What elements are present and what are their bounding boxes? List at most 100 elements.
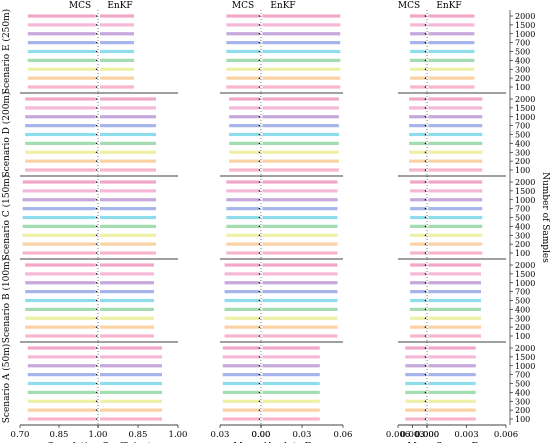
mcs-range-bar (222, 364, 260, 368)
center-marker (95, 115, 98, 118)
mcs-range-bar (410, 281, 427, 285)
mcs-range-bar (409, 97, 427, 101)
enkf-range-bar (262, 23, 341, 27)
mcs-range-bar (410, 224, 427, 228)
center-marker (258, 198, 261, 201)
enkf-range-bar (100, 233, 156, 237)
sample-tick-label: 200 (515, 157, 530, 166)
center-marker (424, 198, 427, 201)
enkf-range-bar (100, 207, 156, 211)
sample-tick-label: 500 (515, 131, 530, 140)
x-tick-label: 0.000 (415, 430, 439, 440)
enkf-range-bar (100, 14, 134, 18)
center-marker (258, 86, 261, 88)
sample-tick-label: 200 (515, 74, 530, 83)
sample-tick-label: 200 (515, 406, 530, 415)
enkf-range-bar (100, 364, 162, 368)
enkf-range-bar (100, 390, 162, 394)
enkf-range-bar (262, 97, 339, 101)
center-marker (95, 225, 98, 228)
sample-tick-label: 200 (515, 323, 530, 332)
mcs-range-bar (25, 106, 96, 110)
mcs-range-bar (27, 355, 96, 359)
center-marker (424, 335, 427, 337)
center-marker (258, 32, 261, 35)
mcs-range-bar (229, 115, 260, 119)
enkf-range-bar (100, 290, 154, 294)
center-marker (95, 107, 98, 109)
enkf-range-bar (262, 124, 339, 128)
center-marker (95, 264, 98, 266)
center-marker (95, 326, 98, 328)
enkf-range-bar (428, 180, 483, 184)
center-marker (258, 335, 261, 337)
center-marker (95, 382, 98, 385)
center-marker (258, 234, 261, 237)
enkf-range-bar (262, 272, 338, 276)
sample-tick-label: 2000 (515, 95, 535, 104)
mcs-range-bar (410, 23, 427, 27)
mcs-range-bar (410, 325, 427, 329)
column-header-mcs: MCS (232, 1, 254, 11)
center-marker (258, 281, 261, 284)
enkf-range-bar (262, 67, 341, 71)
enkf-range-bar (100, 251, 156, 255)
center-marker (95, 317, 98, 320)
mcs-range-bar (224, 281, 260, 285)
sample-tick-label: 400 (515, 222, 530, 231)
enkf-range-bar (262, 224, 338, 228)
mcs-range-bar (224, 290, 260, 294)
center-marker (258, 151, 261, 154)
center-marker (424, 190, 427, 192)
sample-tick-label: 200 (515, 240, 530, 249)
enkf-range-bar (100, 298, 154, 303)
center-marker (424, 86, 427, 88)
center-marker (95, 68, 98, 71)
enkf-range-bar (262, 290, 338, 294)
mcs-range-bar (222, 390, 260, 394)
enkf-range-bar (428, 85, 475, 89)
mcs-range-bar (409, 141, 427, 145)
center-marker (424, 317, 427, 320)
center-marker (424, 32, 427, 35)
mcs-range-bar (25, 263, 96, 267)
enkf-range-bar (428, 346, 476, 350)
mcs-range-bar (409, 168, 427, 172)
center-marker (424, 373, 427, 376)
center-marker (258, 400, 261, 403)
enkf-range-bar (100, 263, 154, 267)
scenario-label: Scenario D (200m) (1, 92, 12, 178)
center-marker (95, 169, 98, 171)
mcs-range-bar (27, 41, 96, 45)
mcs-range-bar (410, 85, 427, 89)
mcs-range-bar (410, 14, 427, 18)
mcs-range-bar (405, 373, 427, 377)
center-marker (95, 77, 98, 79)
mcs-range-bar (410, 290, 427, 294)
enkf-range-bar (262, 298, 338, 303)
center-marker (424, 24, 427, 26)
enkf-range-bar (428, 408, 476, 412)
center-marker (258, 77, 261, 79)
mcs-range-bar (226, 242, 260, 246)
mcs-range-bar (226, 189, 260, 193)
sample-tick-label: 400 (515, 305, 530, 314)
enkf-range-bar (100, 381, 162, 386)
x-tick-label: 0.85 (50, 430, 69, 440)
center-marker (424, 68, 427, 71)
enkf-range-bar (262, 373, 320, 377)
x-tick-label: 0.006 (386, 430, 410, 440)
mcs-range-bar (410, 272, 427, 276)
sample-tick-label: 1000 (515, 279, 535, 288)
center-marker (258, 356, 261, 358)
mcs-range-bar (226, 233, 260, 237)
center-marker (258, 107, 261, 109)
enkf-range-bar (100, 325, 154, 329)
center-marker (258, 373, 261, 376)
center-marker (424, 418, 427, 420)
mcs-range-bar (410, 251, 427, 255)
x-tick-label: 0.03 (293, 430, 312, 440)
enkf-range-bar (428, 132, 483, 137)
enkf-range-bar (428, 281, 481, 285)
